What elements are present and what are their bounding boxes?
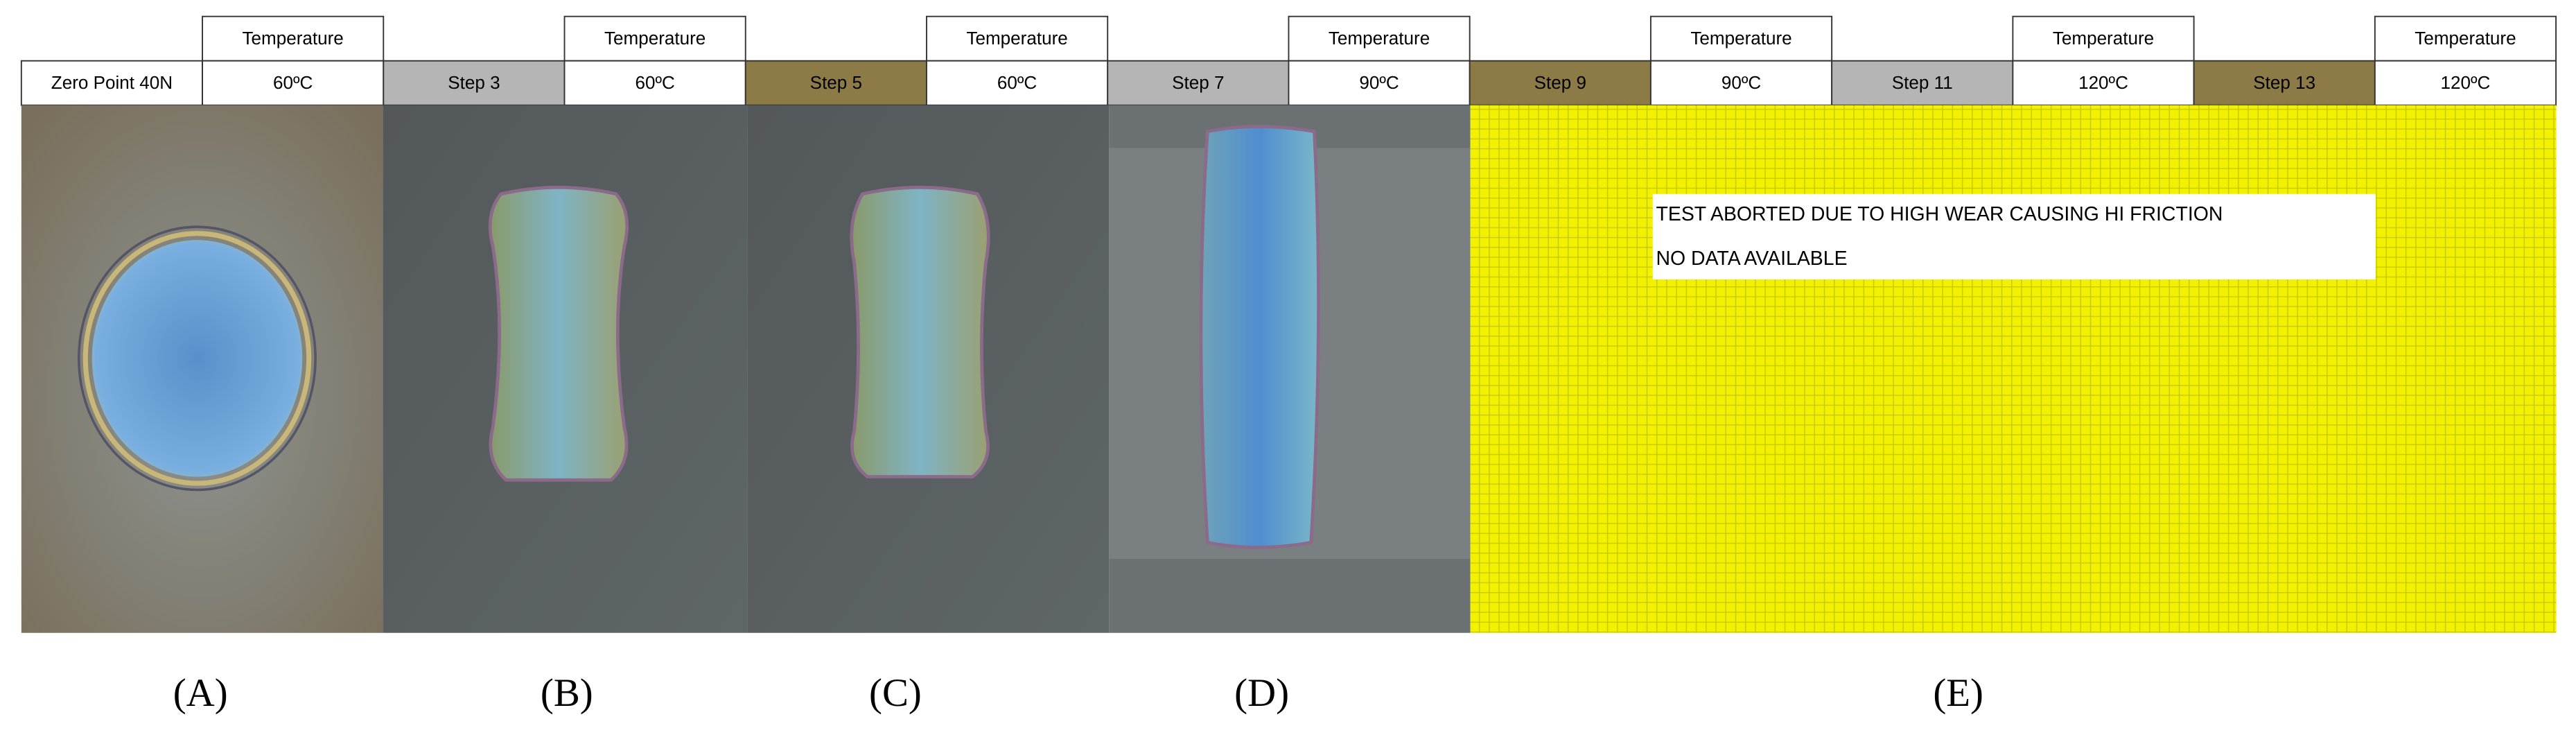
panel-labels: (A) (B) (C) (D) (E) <box>173 671 1983 715</box>
panel-label: (C) <box>869 671 922 715</box>
step-label: Step 13 <box>2253 72 2315 93</box>
temperature-cell <box>2374 60 2557 106</box>
temperature-header: Temperature <box>604 28 706 49</box>
temperature-header: Temperature <box>2415 28 2516 49</box>
panel-label: (D) <box>1234 671 1289 715</box>
panel-c <box>747 105 1110 633</box>
temperature-header-cell <box>1649 15 1833 62</box>
temperature-value: 90ºC <box>1359 72 1399 93</box>
step-cell <box>2193 60 2376 106</box>
temperature-header: Temperature <box>1690 28 1791 49</box>
panel-label: (E) <box>1933 671 1983 715</box>
temperature-value: 60ºC <box>273 72 313 93</box>
notice-line: TEST ABORTED DUE TO HIGH WEAR CAUSING HI… <box>1656 203 2223 225</box>
step-label: Step 3 <box>448 72 500 93</box>
temperature-value: 60ºC <box>997 72 1037 93</box>
step-cell <box>1831 60 2014 106</box>
temperature-header: Temperature <box>1329 28 1430 49</box>
step-label: Zero Point 40N <box>51 72 173 93</box>
step-cell <box>20 60 203 106</box>
panel-d <box>1109 105 1471 633</box>
temperature-cell <box>2012 60 2195 106</box>
temperature-header-cell <box>2012 15 2195 62</box>
notice-line: NO DATA AVAILABLE <box>1656 248 1848 270</box>
temperature-header-cell <box>1288 15 1471 62</box>
panel-label: (A) <box>173 671 228 715</box>
step-label: Step 7 <box>1172 72 1224 93</box>
step-label: Step 11 <box>1892 72 1953 93</box>
temperature-header: Temperature <box>2053 28 2154 49</box>
step-cell <box>1107 60 1290 106</box>
temperature-header: Temperature <box>966 28 1067 49</box>
panel-a <box>21 105 383 633</box>
temperature-cell <box>202 60 385 106</box>
panel-e <box>1470 105 2557 633</box>
temperature-value: 120ºC <box>2078 72 2128 93</box>
panel-label: (B) <box>541 671 593 715</box>
temperature-header: Temperature <box>243 28 344 49</box>
temperature-header-cell <box>2374 15 2557 62</box>
step-label: Step 5 <box>810 72 862 93</box>
panel-b <box>383 105 748 633</box>
temperature-value: 60ºC <box>635 72 674 93</box>
temperature-value: 90ºC <box>1721 72 1761 93</box>
header-table: Zero Point 40N Temperature 60ºC Step 3 Tempe… <box>20 15 2557 106</box>
temperature-cell <box>1288 60 1471 106</box>
temperature-value: 120ºC <box>2441 72 2491 93</box>
temperature-header-cell <box>202 15 385 62</box>
temperature-header-cell <box>926 15 1109 62</box>
step-label: Step 9 <box>1534 72 1586 93</box>
temperature-cell <box>563 60 746 106</box>
